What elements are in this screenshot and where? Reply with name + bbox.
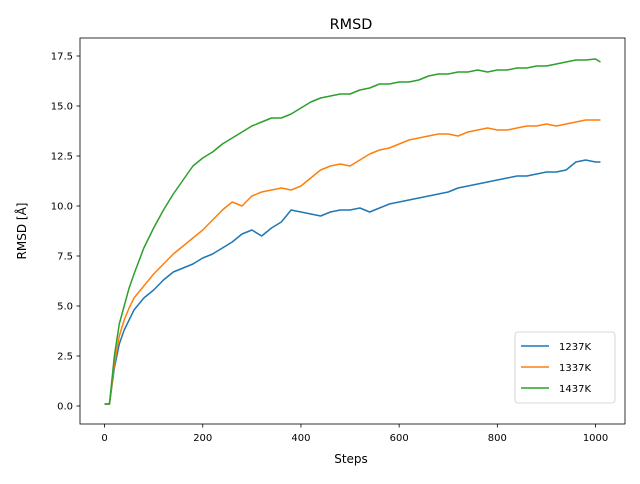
y-axis-ticks: 0.0 2.5 5.0 7.5 10.0 12.5 15.0 17.5 xyxy=(51,52,80,413)
series-layer xyxy=(104,58,601,405)
x-tick-label: 800 xyxy=(488,433,507,444)
x-tick-label: 400 xyxy=(291,433,310,444)
y-tick-label: 15.0 xyxy=(51,102,73,113)
y-tick-label: 5.0 xyxy=(57,302,73,313)
chart-title: RMSD xyxy=(330,17,373,33)
x-axis-ticks: 0 200 400 600 800 1000 xyxy=(101,424,608,444)
legend: 1237K 1337K 1437K xyxy=(514,331,616,404)
series-line-1337K xyxy=(104,119,601,405)
legend-label: 1237K xyxy=(559,342,591,353)
x-axis-label: Steps xyxy=(334,452,368,466)
series-line-1237K xyxy=(104,159,601,405)
x-tick-label: 1000 xyxy=(583,433,608,444)
y-tick-label: 12.5 xyxy=(51,152,73,163)
legend-label: 1437K xyxy=(559,384,591,395)
y-tick-label: 0.0 xyxy=(57,402,73,413)
y-axis-label: RMSD [Å] xyxy=(14,203,29,260)
y-tick-label: 17.5 xyxy=(51,52,73,63)
x-tick-label: 0 xyxy=(101,433,107,444)
y-tick-label: 7.5 xyxy=(57,252,73,263)
y-tick-label: 10.0 xyxy=(51,202,73,213)
x-tick-label: 600 xyxy=(390,433,409,444)
legend-label: 1337K xyxy=(559,363,591,374)
plot-frame xyxy=(79,37,626,425)
y-tick-label: 2.5 xyxy=(57,352,73,363)
x-tick-label: 200 xyxy=(193,433,212,444)
legend-box xyxy=(514,331,616,404)
series-line-1437K xyxy=(104,58,601,405)
